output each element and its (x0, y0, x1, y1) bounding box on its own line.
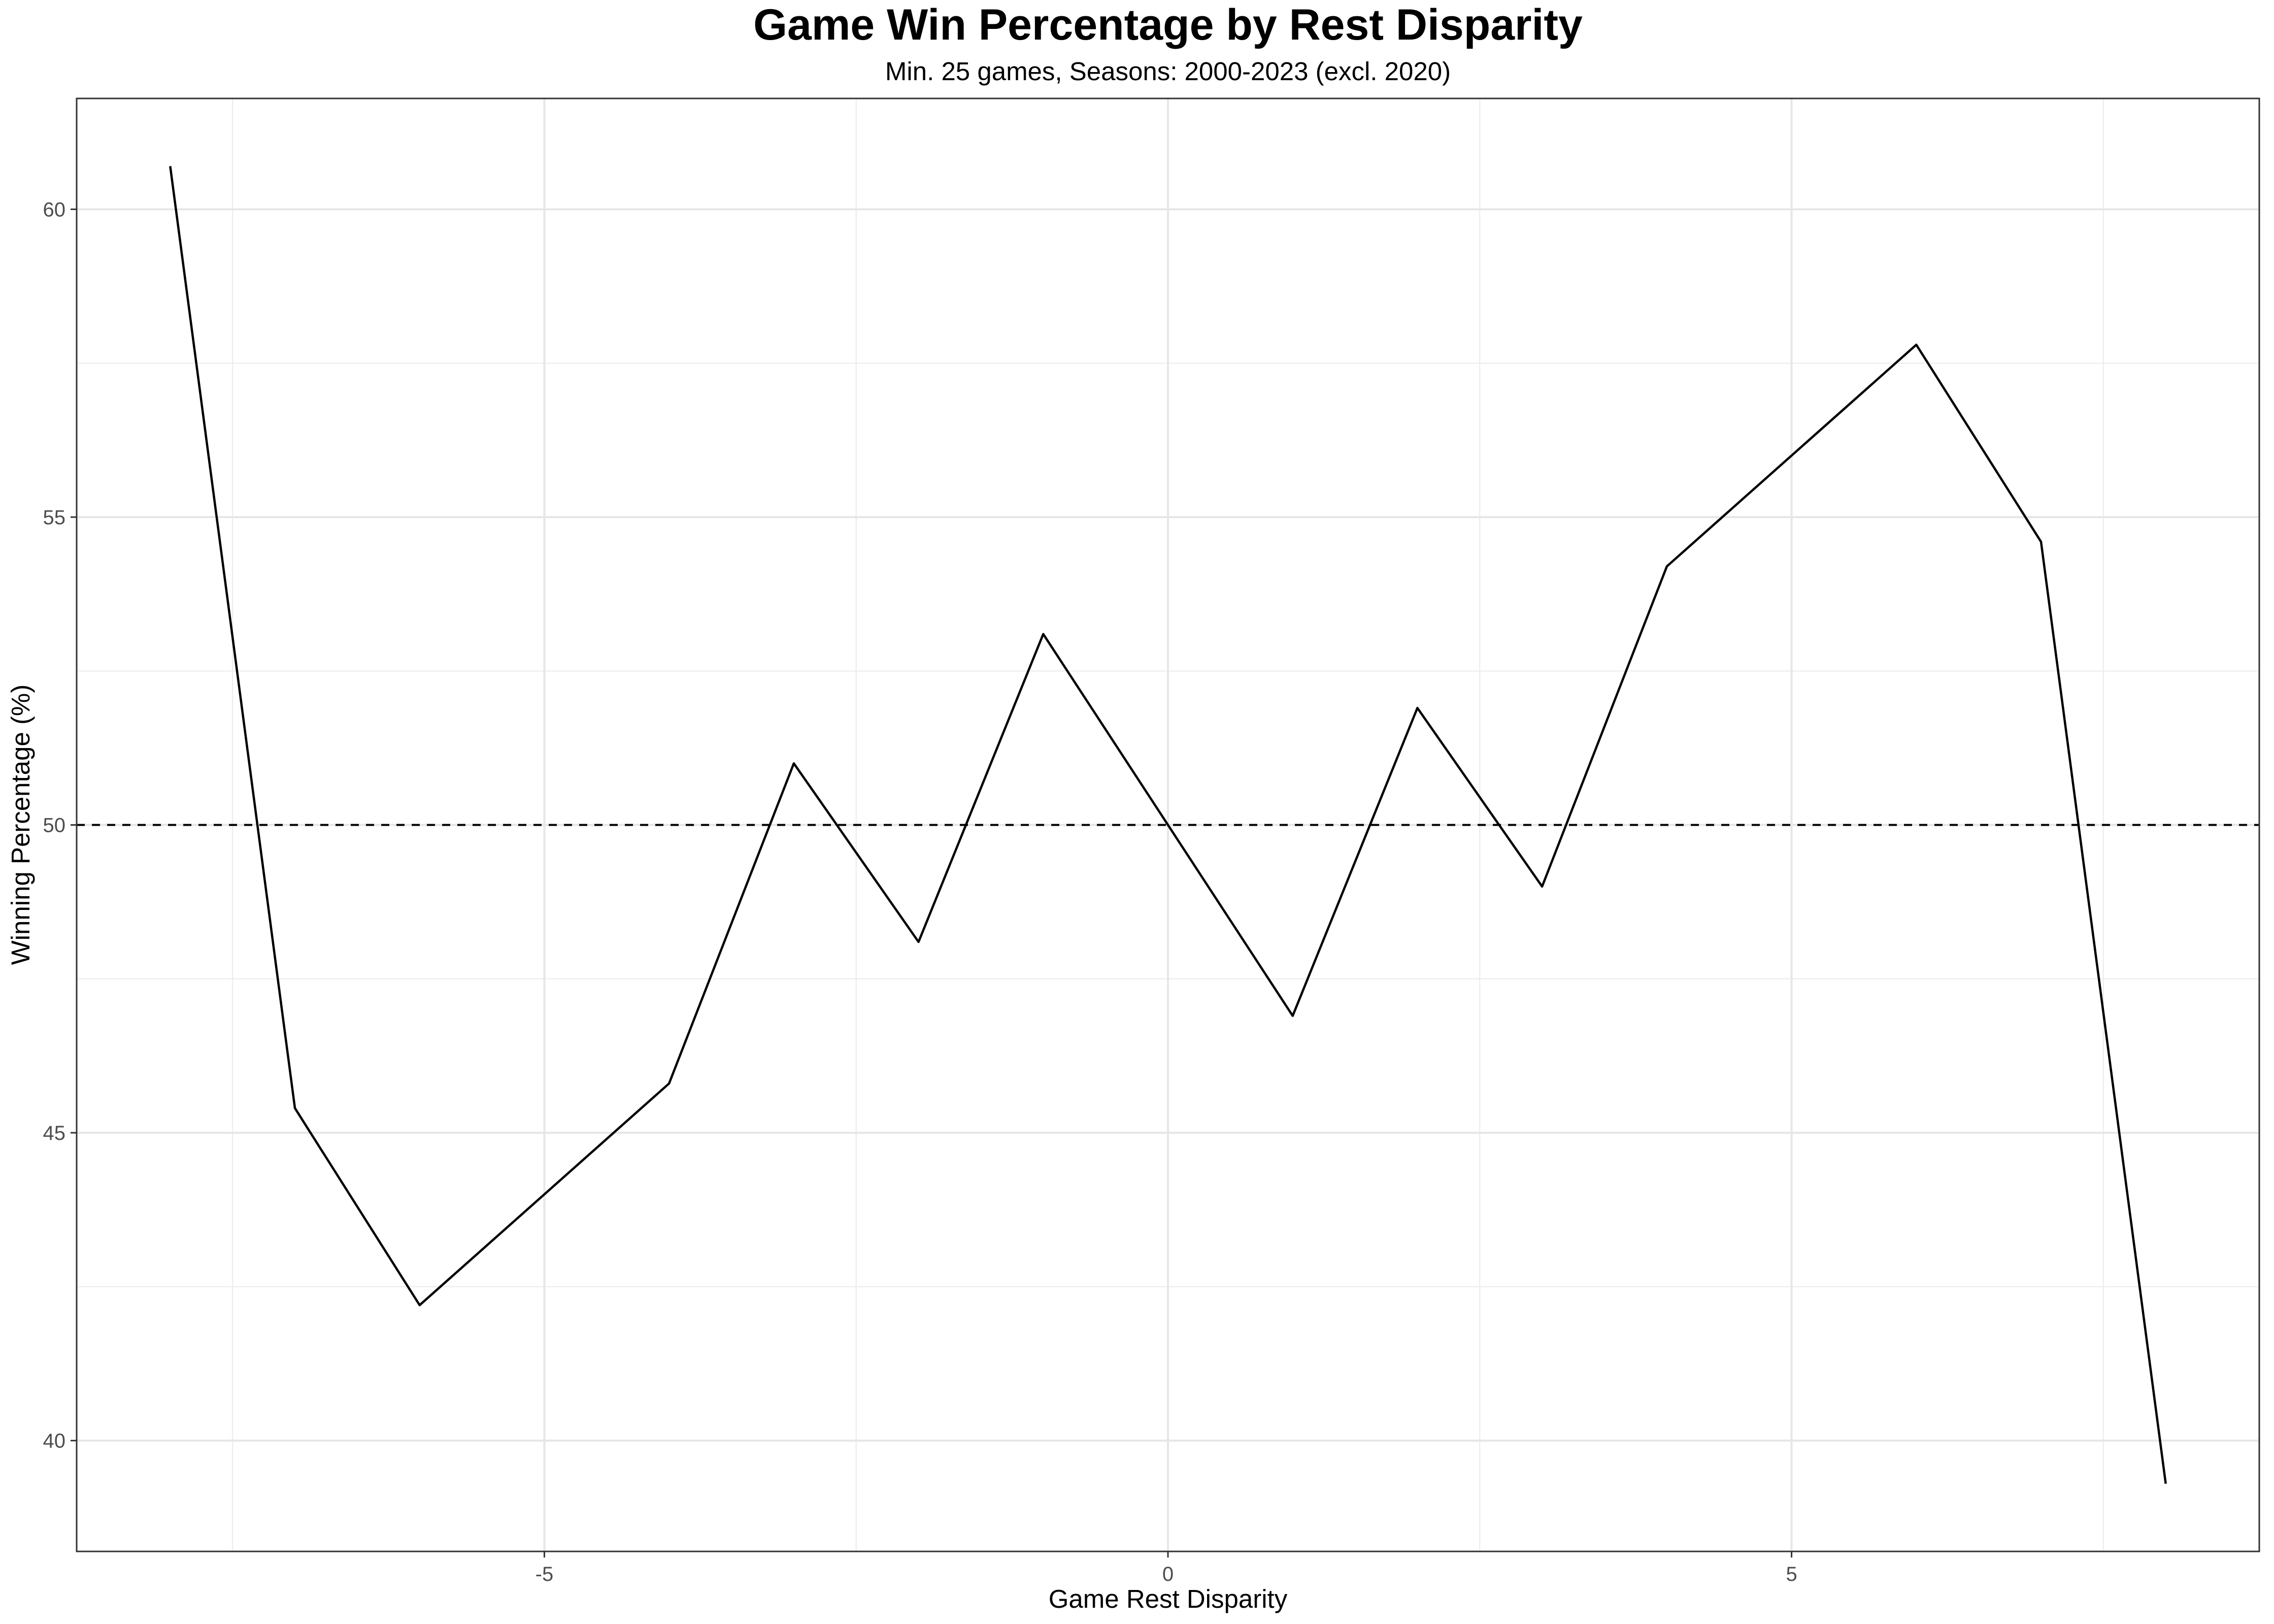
y-tick-label: 60 (43, 198, 66, 221)
x-tick-label: -5 (536, 1563, 554, 1585)
x-tick-label: 5 (1786, 1563, 1797, 1585)
chart-subtitle: Min. 25 games, Seasons: 2000-2023 (excl.… (885, 57, 1451, 86)
series-group (169, 166, 2167, 1484)
chart-title: Game Win Percentage by Rest Disparity (753, 1, 1583, 49)
y-tick-label: 55 (43, 506, 66, 529)
series-line-0 (169, 166, 2167, 1484)
y-tick-label: 50 (43, 815, 66, 837)
x-axis: -5 0 5 (536, 1551, 1797, 1585)
y-tick-label: 40 (43, 1430, 66, 1452)
y-axis: 40 45 50 55 60 (43, 198, 77, 1452)
y-axis-title: Winning Percentage (%) (6, 685, 35, 965)
y-tick-label: 45 (43, 1122, 66, 1144)
x-tick-label: 0 (1162, 1563, 1174, 1585)
x-axis-title: Game Rest Disparity (1049, 1584, 1288, 1613)
